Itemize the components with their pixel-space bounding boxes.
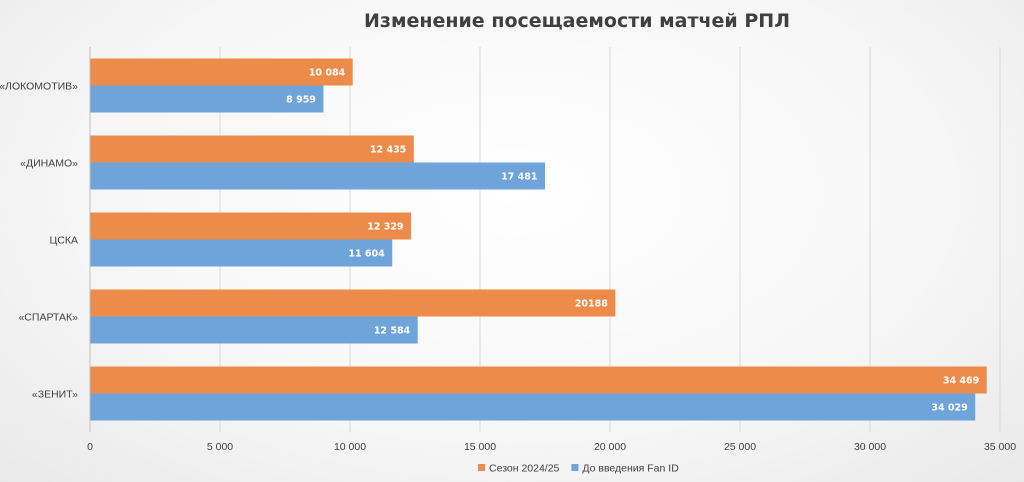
- legend: Сезон 2024/25 До введения Fan ID: [478, 463, 679, 475]
- category-label: «ЗЕНИТ»: [32, 389, 78, 401]
- data-label: 20188: [575, 299, 608, 310]
- bar-before-fan-id: [90, 162, 546, 190]
- x-tick-label: 20 000: [594, 441, 626, 453]
- legend-entry: До введения Fan ID: [582, 463, 679, 475]
- data-label: 11 604: [348, 249, 385, 260]
- legend-entry: Сезон 2024/25: [489, 463, 560, 475]
- category-label: ЦСКА: [50, 235, 78, 247]
- data-label: 17 481: [501, 172, 537, 183]
- legend-swatch: [571, 464, 579, 471]
- bar-season-2024-25: [90, 212, 412, 240]
- bar-season-2024-25: [90, 135, 414, 163]
- category-label: «ЛОКОМОТИВ»: [0, 81, 78, 93]
- bar-season-2024-25: [90, 289, 616, 317]
- category-label: «СПАРТАК»: [18, 312, 78, 324]
- data-label: 12 329: [367, 222, 403, 233]
- bar-season-2024-25: [90, 58, 353, 86]
- category-labels: «ЛОКОМОТИВ» «ДИНАМО» ЦСКА «СПАРТАК» «ЗЕНИТ»: [0, 81, 78, 401]
- bar-before-fan-id: [90, 316, 418, 344]
- data-label: 8 959: [286, 95, 316, 106]
- x-tick-label: 25 000: [724, 441, 756, 453]
- bar-before-fan-id: [90, 393, 976, 421]
- x-tick-label: 10 000: [334, 441, 366, 453]
- x-tick-label: 0: [87, 441, 93, 453]
- x-tick-label: 5 000: [207, 441, 233, 453]
- x-tick-labels: 0 5 000 10 000 15 000 20 000 25 000 30 000 35 0…: [87, 441, 1016, 453]
- chart-title: Изменение посещаемости матчей РПЛ: [364, 10, 790, 32]
- grid-lines: [219, 47, 1001, 432]
- data-label: 34 029: [931, 403, 967, 414]
- bar-season-2024-25: [90, 366, 987, 394]
- bar-before-fan-id: [90, 85, 324, 113]
- data-label: 10 084: [309, 68, 346, 79]
- x-tick-label: 15 000: [464, 441, 496, 453]
- legend-swatch: [478, 464, 485, 471]
- data-label: 34 469: [943, 376, 979, 387]
- x-tick-label: 35 000: [984, 441, 1016, 453]
- x-tick-label: 30 000: [854, 441, 886, 453]
- bars: [90, 58, 987, 421]
- category-label: «ДИНАМО»: [20, 158, 78, 170]
- bar-before-fan-id: [90, 239, 393, 267]
- data-label: 12 584: [374, 326, 411, 337]
- data-labels: 10 084 8 959 12 435 17 481 12 329 11 604 20188…: [286, 68, 979, 414]
- data-label: 12 435: [370, 145, 406, 156]
